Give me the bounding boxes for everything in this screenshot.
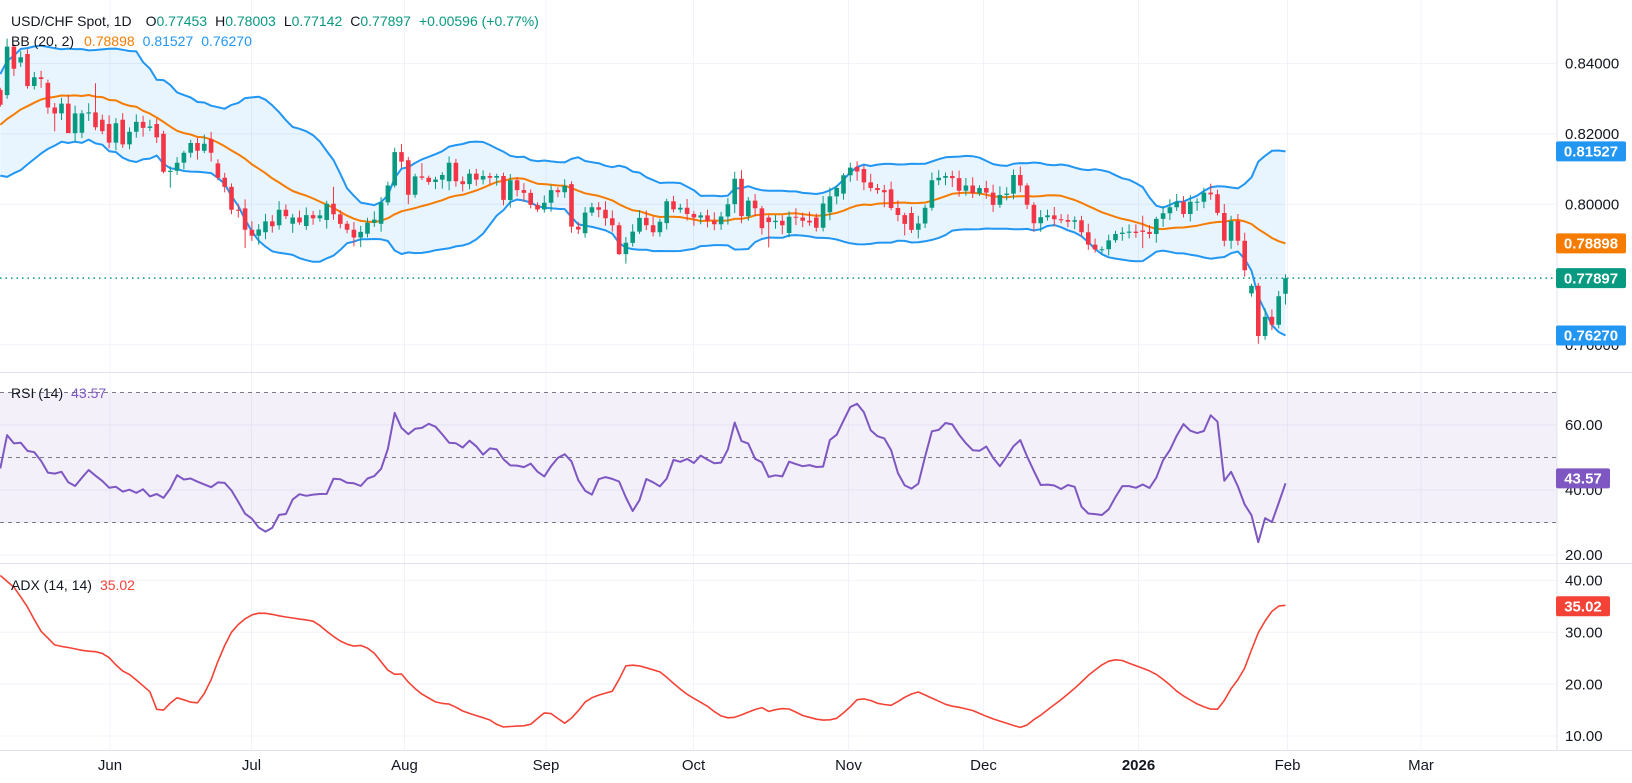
svg-text:2026: 2026: [1122, 757, 1155, 774]
svg-text:Jun: Jun: [98, 757, 122, 774]
svg-text:Dec: Dec: [970, 757, 997, 774]
svg-text:Nov: Nov: [835, 757, 862, 774]
svg-text:0.78898: 0.78898: [1564, 236, 1618, 253]
svg-text:ADX (14, 14)35.02: ADX (14, 14) 35.02: [11, 577, 135, 593]
svg-text:20.00: 20.00: [1565, 547, 1603, 564]
svg-text:RSI (14)43.57: RSI (14) 43.57: [11, 385, 106, 401]
svg-text:0.77897: 0.77897: [1564, 270, 1618, 287]
svg-text:Sep: Sep: [533, 757, 560, 774]
svg-text:43.57: 43.57: [1564, 471, 1602, 488]
svg-text:Mar: Mar: [1408, 757, 1434, 774]
svg-text:Oct: Oct: [682, 757, 706, 774]
svg-text:30.00: 30.00: [1565, 624, 1603, 641]
svg-text:Jul: Jul: [242, 757, 261, 774]
svg-text:Feb: Feb: [1275, 757, 1301, 774]
svg-text:60.00: 60.00: [1565, 417, 1603, 434]
svg-text:0.82000: 0.82000: [1565, 126, 1619, 143]
svg-text:0.84000: 0.84000: [1565, 56, 1619, 73]
svg-text:10.00: 10.00: [1565, 728, 1603, 745]
svg-text:35.02: 35.02: [1564, 598, 1602, 615]
svg-text:Aug: Aug: [391, 757, 418, 774]
svg-text:0.76270: 0.76270: [1564, 328, 1618, 345]
svg-text:0.80000: 0.80000: [1565, 196, 1619, 213]
svg-text:20.00: 20.00: [1565, 676, 1603, 693]
svg-text:0.81527: 0.81527: [1564, 144, 1618, 161]
svg-text:40.00: 40.00: [1565, 573, 1603, 590]
